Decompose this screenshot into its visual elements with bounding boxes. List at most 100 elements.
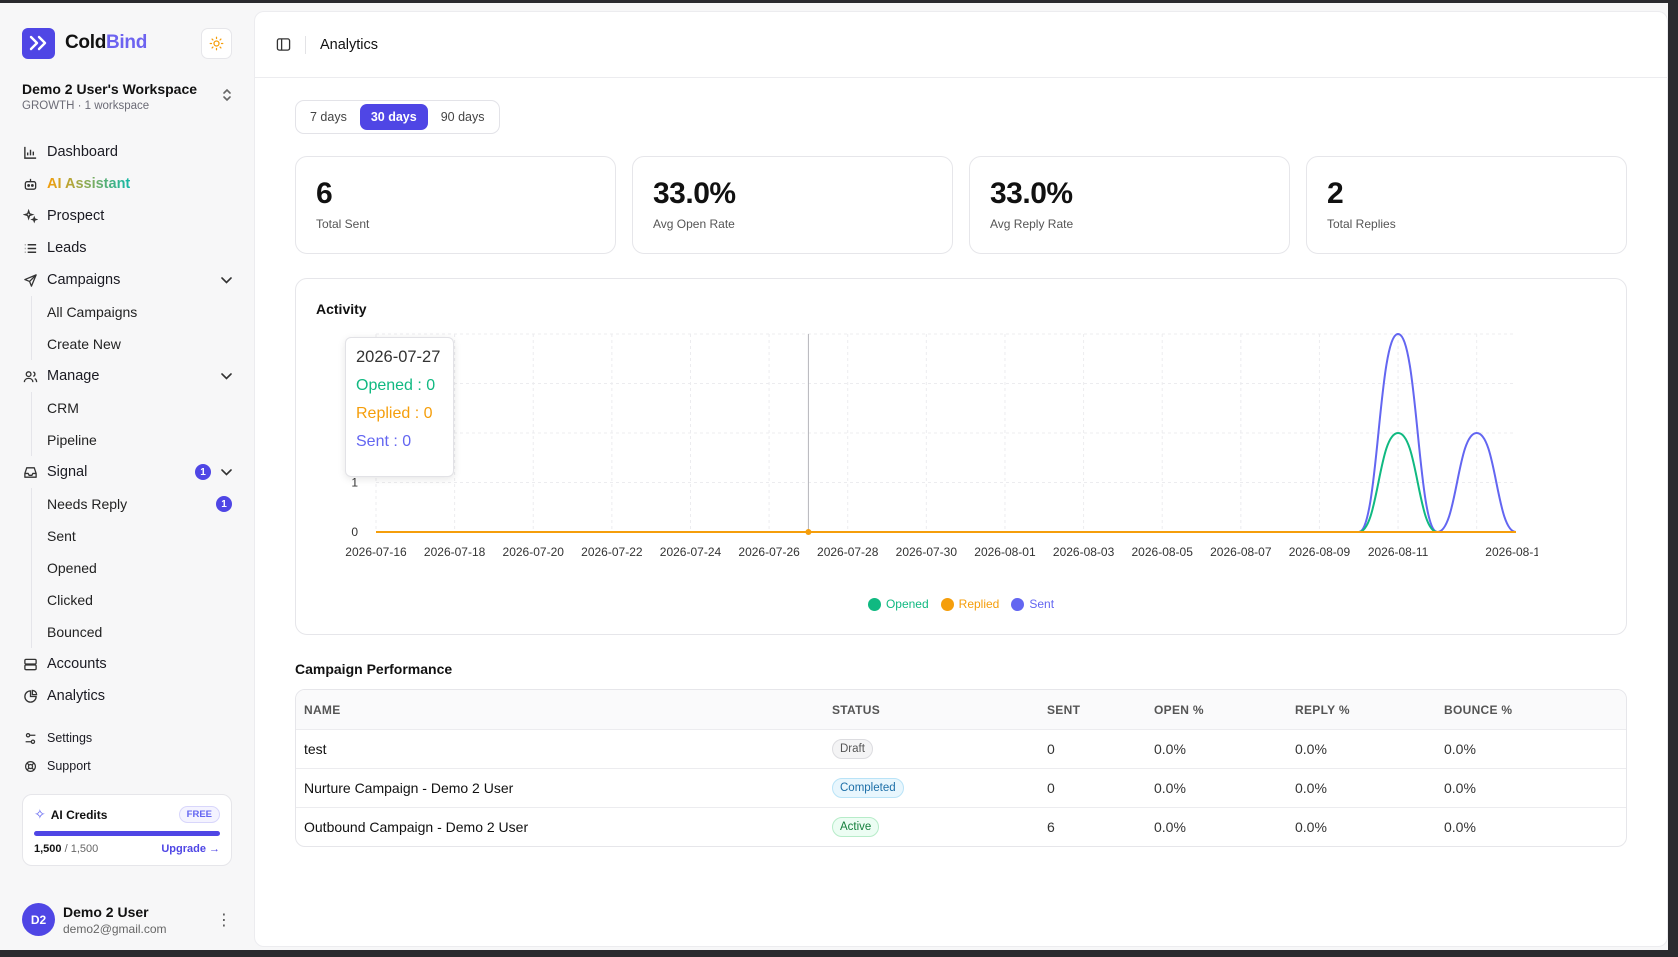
y-tick-label: 1	[351, 476, 358, 490]
bounce-rate: 0.0%	[1444, 819, 1476, 835]
chevron-down-icon[interactable]	[221, 369, 232, 383]
nav-ai-assistant[interactable]: AI Assistant	[22, 168, 232, 200]
nav-support[interactable]: Support	[22, 752, 232, 780]
nav-all-campaigns[interactable]: All Campaigns	[47, 304, 138, 320]
logo-icon[interactable]	[22, 27, 55, 59]
x-tick-label: 2026-08-09	[1289, 545, 1351, 559]
activity-chart[interactable]: 0 1 2026-07-16 2026-07-18 2026-07-20 2026-07-…	[296, 279, 1538, 619]
legend-replied[interactable]: Replied	[940, 597, 1000, 611]
nav-needs-reply[interactable]: Needs Reply 1	[47, 488, 232, 520]
users-icon	[22, 368, 38, 384]
nav-create-new[interactable]: Create New	[47, 336, 121, 352]
upgrade-link[interactable]: Upgrade →	[161, 843, 220, 855]
nav-clicked[interactable]: Clicked	[47, 592, 93, 608]
activity-chart-card: Activity 0 1 2026-07-16 2026-07-18 2026-07-2…	[295, 278, 1627, 635]
legend-sent[interactable]: Sent	[1011, 597, 1054, 611]
range-90-days[interactable]: 90 days	[440, 110, 485, 124]
table-header: NAME STATUS SENT OPEN % REPLY % BOUNCE %	[296, 690, 1626, 729]
stat-value: 33.0%	[990, 177, 1073, 210]
chevron-down-icon[interactable]	[221, 465, 232, 479]
x-tick-label: 2026-07-26	[738, 545, 800, 559]
nav-sent[interactable]: Sent	[47, 528, 76, 544]
column-header[interactable]: SENT	[1047, 702, 1081, 717]
x-tick-label: 2026-07-28	[817, 545, 879, 559]
y-tick-label: 0	[351, 525, 358, 539]
more-vertical-icon[interactable]: ⋮	[216, 911, 232, 929]
tooltip-opened: Opened : 0	[356, 377, 436, 394]
divider	[305, 35, 306, 54]
credits-used: 1,500	[34, 843, 62, 855]
bounce-rate: 0.0%	[1444, 741, 1476, 757]
campaigns-submenu: All Campaigns Create New	[31, 296, 232, 360]
column-header[interactable]: OPEN %	[1154, 702, 1204, 717]
stats-row: 6 Total Sent 33.0% Avg Open Rate 33.0% A…	[295, 156, 1627, 254]
reply-rate: 0.0%	[1295, 819, 1327, 835]
nav-manage[interactable]: Manage	[22, 360, 232, 392]
bounce-rate: 0.0%	[1444, 780, 1476, 796]
nav-opened[interactable]: Opened	[47, 560, 97, 576]
nav-ai-assistant-label: AI Assistant	[47, 176, 131, 192]
stat-label: Total Replies	[1327, 217, 1396, 231]
column-header[interactable]: NAME	[304, 702, 341, 717]
nav-needs-reply-label: Needs Reply	[47, 496, 128, 512]
pie-chart-icon	[22, 688, 38, 704]
signal-submenu: Needs Reply 1 Sent Opened Clicked Bounce…	[31, 488, 232, 648]
nav-pipeline[interactable]: Pipeline	[47, 432, 97, 448]
page-title: Analytics	[320, 36, 379, 53]
x-tick-label: 2026-07-16	[345, 545, 407, 559]
user-profile[interactable]: D2 Demo 2 User demo2@gmail.com ⋮	[22, 903, 232, 936]
stat-label: Avg Reply Rate	[990, 217, 1074, 231]
send-icon	[22, 272, 38, 288]
legend-opened[interactable]: Opened	[867, 597, 929, 611]
nav-dashboard[interactable]: Dashboard	[22, 136, 232, 168]
x-tick-label: 2026-08-05	[1132, 545, 1194, 559]
legend-label: Replied	[958, 597, 1000, 611]
legend-label: Opened	[885, 597, 929, 611]
x-tick-label: 2026-07-24	[660, 545, 722, 559]
nav-bounced[interactable]: Bounced	[47, 624, 103, 640]
campaign-name: test	[304, 741, 327, 757]
legend-dot	[1011, 597, 1025, 611]
brand-name: ColdBind	[65, 32, 147, 54]
activity-title: Activity	[316, 301, 367, 317]
open-rate: 0.0%	[1154, 819, 1186, 835]
table-row[interactable]: Outbound Campaign - Demo 2 User Active 6…	[296, 807, 1626, 846]
nav-signal[interactable]: Signal 1	[22, 456, 232, 488]
nav-settings[interactable]: Settings	[22, 724, 232, 752]
range-30-days[interactable]: 30 days	[359, 104, 428, 130]
table-row[interactable]: test Draft 0 0.0% 0.0% 0.0%	[296, 729, 1626, 768]
nav-leads[interactable]: Leads	[22, 232, 232, 264]
table-row[interactable]: Nurture Campaign - Demo 2 User Completed…	[296, 768, 1626, 807]
nav-accounts[interactable]: Accounts	[22, 648, 232, 680]
credits-title: AI Credits	[50, 807, 108, 822]
nav-support-label: Support	[47, 759, 91, 773]
nav-campaigns-label: Campaigns	[47, 272, 121, 288]
nav-dashboard-label: Dashboard	[47, 144, 118, 160]
chevron-down-icon[interactable]	[221, 273, 232, 287]
nav-prospect[interactable]: Prospect	[22, 200, 232, 232]
nav-analytics[interactable]: Analytics	[22, 680, 232, 712]
date-range-selector: 7 days 30 days 90 days	[295, 100, 500, 134]
workspace-switcher[interactable]: Demo 2 User's Workspace GROWTH · 1 works…	[22, 81, 232, 112]
stat-card-open-rate: 33.0% Avg Open Rate	[632, 156, 953, 254]
active-point	[805, 529, 812, 535]
signal-count-badge: 1	[195, 464, 211, 480]
range-7-days[interactable]: 7 days	[310, 110, 347, 124]
nav-crm[interactable]: CRM	[47, 400, 79, 416]
nav-campaigns[interactable]: Campaigns	[22, 264, 232, 296]
stat-card-total-replies: 2 Total Replies	[1306, 156, 1627, 254]
theme-toggle-button[interactable]	[201, 27, 232, 59]
chart-legend: Opened Replied Sent	[296, 597, 1626, 611]
user-email: demo2@gmail.com	[63, 921, 167, 936]
sidebar-toggle-icon[interactable]	[275, 37, 291, 53]
column-header[interactable]: STATUS	[832, 702, 881, 717]
bot-icon	[22, 176, 38, 192]
app-window: ColdBind Demo 2 User's Workspace GROWTH …	[0, 3, 1668, 950]
secondary-nav: Settings Support	[22, 724, 232, 780]
tooltip-date: 2026-07-27	[356, 348, 441, 366]
column-header[interactable]: BOUNCE %	[1444, 702, 1513, 717]
x-tick-label: 2026-08-01	[974, 545, 1036, 559]
ai-credits-card: ✧ AI Credits FREE 1,500 / 1,500 Upgrade …	[22, 794, 232, 866]
column-header[interactable]: REPLY %	[1295, 702, 1350, 717]
campaign-performance-table: NAME STATUS SENT OPEN % REPLY % BOUNCE %…	[295, 689, 1627, 847]
